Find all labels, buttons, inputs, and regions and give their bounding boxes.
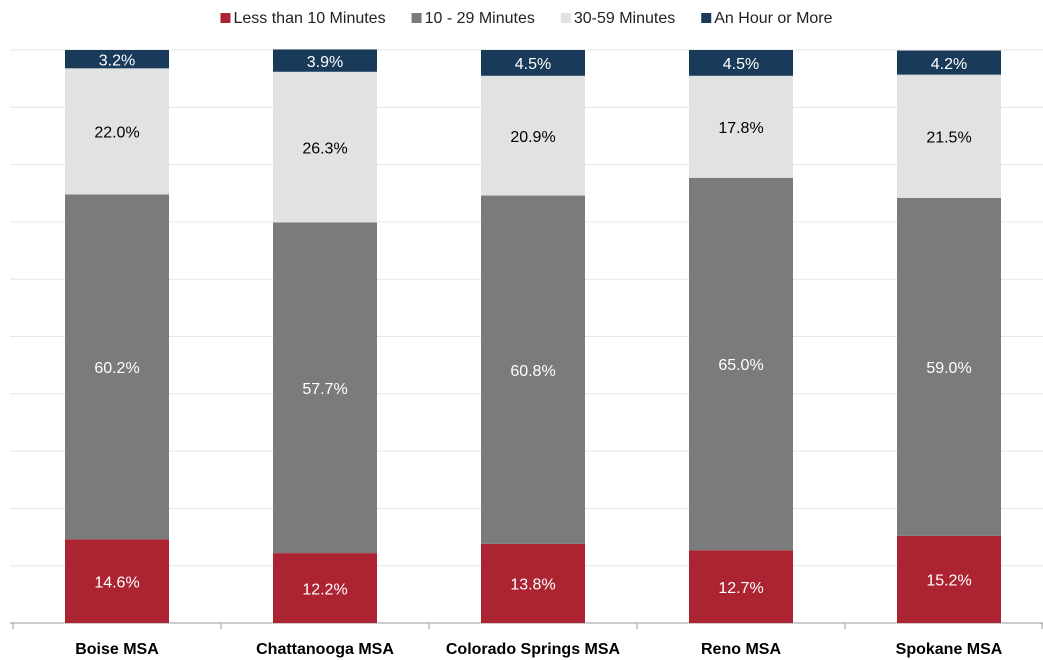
legend-label: 30-59 Minutes — [574, 10, 675, 27]
bar-segment — [897, 535, 1001, 623]
legend-label: An Hour or More — [714, 10, 832, 27]
legend-swatch — [701, 13, 712, 23]
bar-segment — [273, 222, 377, 554]
bar-segment — [689, 177, 793, 551]
x-tick-label: Chattanooga MSA — [256, 641, 394, 658]
x-tick-label: Boise MSA — [75, 641, 159, 658]
legend-swatch — [220, 13, 231, 23]
bar-segment — [897, 50, 1001, 75]
data-label: 13.8% — [510, 577, 555, 594]
legend-label: 10 - 29 Minutes — [425, 10, 535, 27]
bar-segment — [481, 50, 585, 76]
bar-segment — [273, 71, 377, 223]
bar-segment — [65, 539, 169, 623]
bar-segment — [689, 75, 793, 178]
bar-segment — [689, 550, 793, 623]
data-label: 4.5% — [515, 56, 551, 73]
data-label: 12.7% — [718, 580, 763, 597]
data-label: 3.2% — [99, 52, 135, 69]
bar-segment — [897, 197, 1001, 536]
data-label: 26.3% — [302, 140, 347, 157]
bar-segment — [689, 50, 793, 76]
x-tick-label: Colorado Springs MSA — [446, 641, 621, 658]
legend-swatch — [411, 13, 422, 23]
data-label: 15.2% — [926, 573, 971, 590]
data-label: 20.9% — [510, 129, 555, 146]
data-label: 14.6% — [94, 574, 139, 591]
bar-segment — [65, 50, 169, 69]
data-label: 22.0% — [94, 125, 139, 142]
data-label: 60.2% — [94, 360, 139, 377]
bar-segment — [273, 49, 377, 72]
data-label: 3.9% — [307, 54, 343, 71]
bar-segment — [65, 194, 169, 540]
data-label: 59.0% — [926, 360, 971, 377]
legend-label: Less than 10 Minutes — [233, 10, 385, 27]
data-label: 65.0% — [718, 357, 763, 374]
data-label: 60.8% — [510, 363, 555, 380]
bar-segment — [481, 75, 585, 196]
bar-segment — [481, 543, 585, 623]
bar-segment — [273, 553, 377, 623]
legend-swatch — [560, 13, 571, 23]
data-label: 4.5% — [723, 56, 759, 73]
data-label: 12.2% — [302, 581, 347, 598]
data-label: 4.2% — [931, 56, 967, 73]
data-label: 57.7% — [302, 381, 347, 398]
bar-segment — [897, 74, 1001, 198]
data-label: 21.5% — [926, 129, 971, 146]
bar-segment — [481, 195, 585, 544]
bar-segment — [65, 68, 169, 195]
x-tick-label: Spokane MSA — [896, 641, 1003, 658]
data-label: 17.8% — [718, 120, 763, 137]
x-tick-label: Reno MSA — [701, 641, 781, 658]
